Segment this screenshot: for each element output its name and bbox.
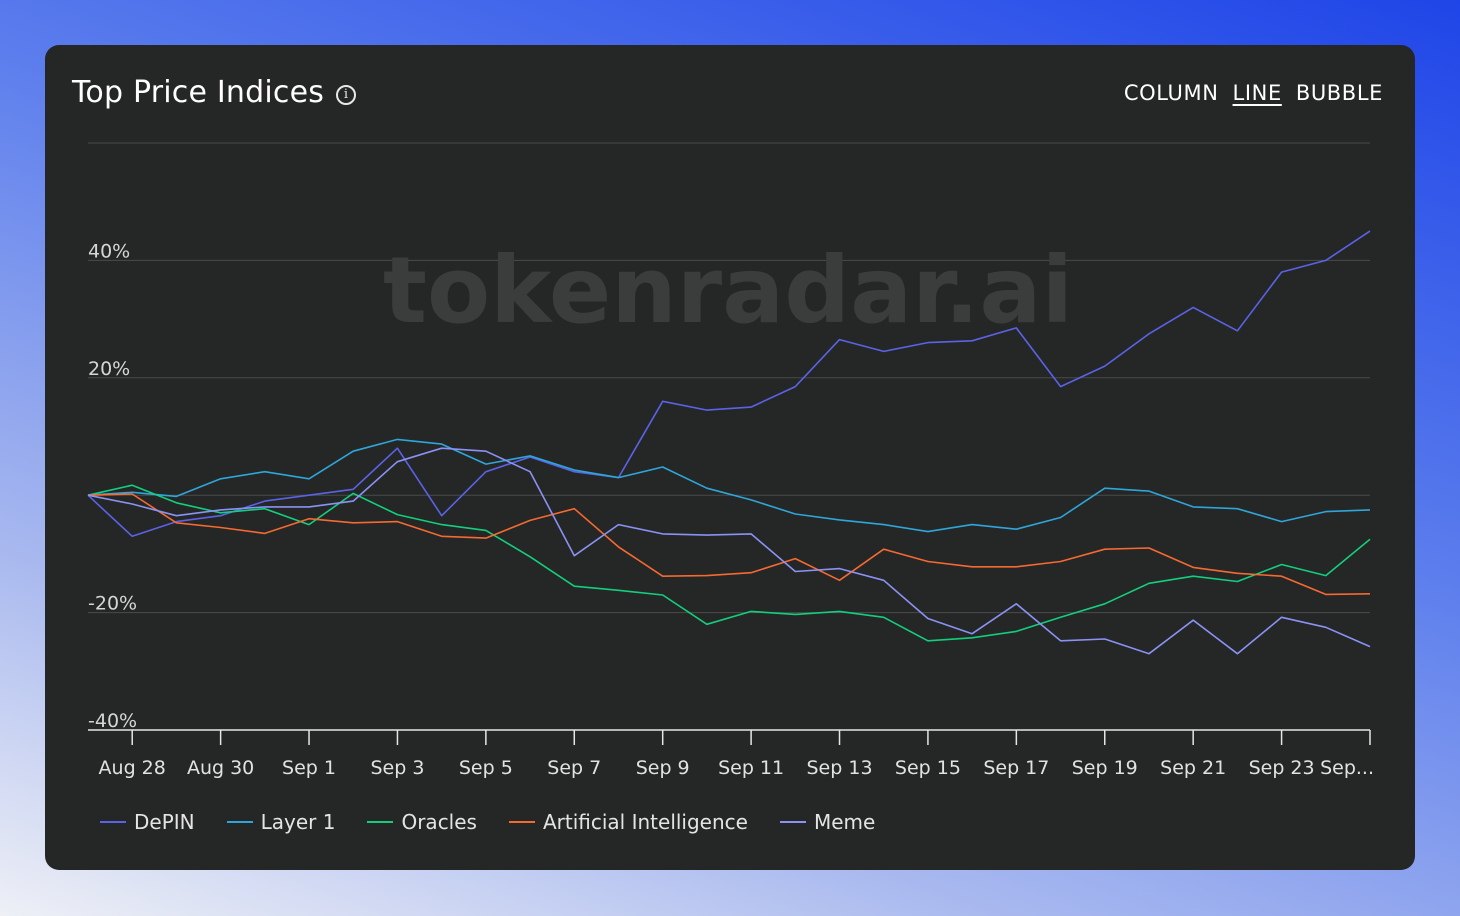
chart-title-text: Top Price Indices [72,75,325,110]
x-tick-label: Sep 7 [547,757,601,779]
line-chart: tokenradar.ai -40% -20% 20% 40% Aug 28 Aug 3… [87,142,1374,779]
info-icon[interactable]: i [336,84,357,105]
x-tick-label: Aug 28 [99,757,166,779]
legend-swatch [367,821,394,823]
legend-label: Meme [813,810,876,834]
chart-legend: DePIN Layer 1 Oracles Artificial Intelligen… [100,810,875,834]
y-tick-label: -20% [88,593,137,615]
x-tick-label: Sep 21 [1160,757,1226,779]
series-line-depin [87,230,1371,538]
y-tick-label: -40% [88,710,137,732]
legend-item-layer-1[interactable]: Layer 1 [226,810,336,834]
mode-column-button[interactable]: COLUMN [1123,81,1219,105]
x-tick-label: Sep 1 [282,757,336,779]
chart-title: Top Price Indices i [72,75,357,110]
legend-item-oracles[interactable]: Oracles [367,810,477,834]
chart-mode-switcher: COLUMN LINE BUBBLE [1124,81,1383,105]
series-line-artificial-intelligence [87,493,1371,596]
y-axis-ticks: -40% -20% 20% 40% [88,240,137,732]
y-tick-label: 20% [88,358,130,380]
legend-swatch [779,821,806,823]
legend-item-depin[interactable]: DePIN [100,810,195,834]
series-lines [87,230,1371,655]
legend-label: Artificial Intelligence [542,810,748,834]
mode-line-button[interactable]: LINE [1232,81,1282,105]
legend-label: DePIN [134,810,195,834]
x-tick-label: Sep... [1320,757,1374,779]
x-tick-label: Sep 11 [718,757,784,779]
x-tick-label: Sep 19 [1072,757,1138,779]
series-line-layer-1 [87,438,1371,533]
legend-swatch [226,821,253,823]
chart-card: Top Price Indices i COLUMN LINE BUBBLE t… [45,45,1415,870]
x-axis: Aug 28 Aug 30 Sep 1 Sep 3 Sep 5 Sep 7 Sep 9 Sep… [88,729,1374,779]
x-tick-label: Sep 17 [983,757,1049,779]
x-tick-label: Sep 3 [370,757,424,779]
mode-bubble-button[interactable]: BUBBLE [1295,81,1383,105]
x-tick-label: Sep 9 [636,757,690,779]
series-line-meme [87,447,1371,655]
legend-item-meme[interactable]: Meme [779,810,876,834]
legend-swatch [508,821,535,823]
legend-label: Oracles [401,810,477,834]
legend-swatch [100,821,126,823]
y-tick-label: 40% [88,240,130,262]
x-tick-label: Sep 15 [895,757,961,779]
x-tick-label: Aug 30 [187,757,254,779]
watermark: tokenradar.ai [383,237,1073,344]
x-tick-label: Sep 23 [1249,757,1315,779]
legend-label: Layer 1 [260,810,336,834]
x-tick-label: Sep 5 [459,757,513,779]
series-line-oracles [87,484,1371,642]
grid-lines [88,142,1370,614]
legend-item-artificial-intelligence[interactable]: Artificial Intelligence [508,810,748,834]
x-tick-label: Sep 13 [807,757,873,779]
